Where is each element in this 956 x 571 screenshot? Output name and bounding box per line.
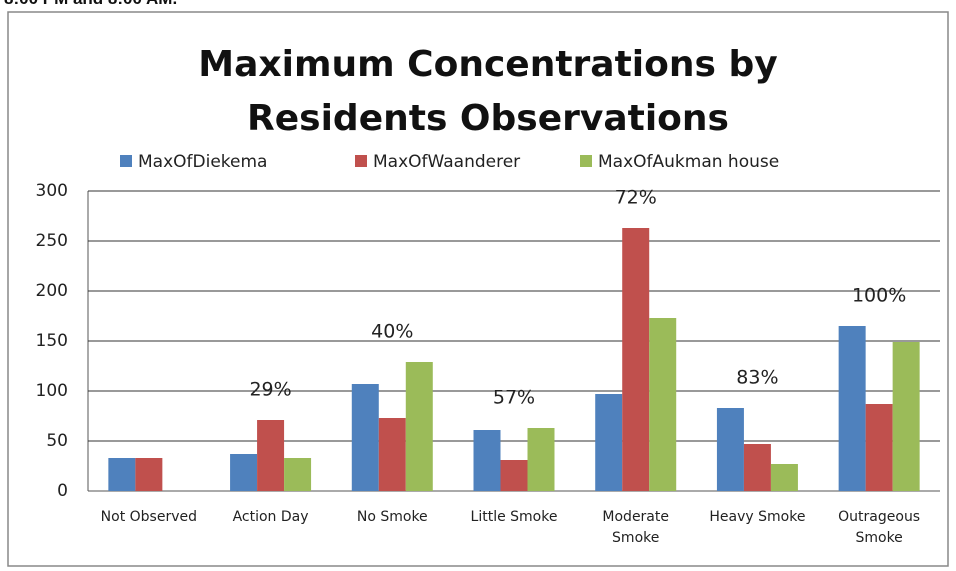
- y-tick-label: 200: [36, 281, 68, 301]
- y-tick-label: 150: [36, 331, 68, 351]
- bar: [500, 460, 528, 491]
- x-tick-label: Moderate Smoke: [602, 509, 669, 546]
- legend-swatch: [120, 155, 132, 167]
- bar: [527, 428, 555, 491]
- bar: [135, 458, 163, 491]
- bar: [257, 420, 285, 491]
- bar: [230, 454, 258, 491]
- group-label: 100%: [852, 285, 906, 307]
- legend-label: MaxOfWaanderer: [373, 152, 520, 172]
- bar: [284, 458, 312, 491]
- header-text: 8:00 PM and 8:00 AM.: [4, 0, 177, 9]
- legend-label: MaxOfAukman house: [598, 152, 779, 172]
- bar: [865, 404, 893, 491]
- bar: [649, 318, 677, 491]
- bar: [351, 384, 379, 491]
- chart-border: [7, 11, 949, 567]
- bar: [473, 430, 501, 491]
- group-label: 40%: [371, 321, 413, 343]
- x-tick-label: No Smoke: [356, 509, 428, 525]
- legend-swatch: [355, 155, 367, 167]
- bar: [595, 394, 623, 491]
- legend-label: MaxOfDiekema: [138, 152, 267, 172]
- bar: [716, 408, 744, 491]
- y-tick-label: 300: [36, 181, 68, 201]
- bar: [838, 326, 866, 491]
- x-tick-label: Heavy Smoke: [709, 509, 806, 525]
- group-label: 83%: [736, 367, 778, 389]
- bar: [892, 342, 920, 491]
- bar: [378, 418, 406, 491]
- x-tick-label: Action Day: [232, 509, 309, 525]
- x-tick-label: Little Smoke: [470, 509, 558, 525]
- group-label: 29%: [249, 379, 291, 401]
- chart-title: Maximum Concentrations by Residents Obse…: [198, 44, 778, 139]
- legend-swatch: [580, 155, 592, 167]
- bar: [405, 362, 433, 491]
- bar: [743, 444, 771, 491]
- y-tick-label: 250: [36, 231, 68, 251]
- bar: [108, 458, 136, 491]
- group-label: 57%: [493, 387, 535, 409]
- group-label: 72%: [615, 187, 657, 209]
- bar: [622, 228, 650, 491]
- bar: [770, 464, 798, 491]
- y-tick-label: 0: [57, 481, 68, 501]
- y-tick-label: 50: [46, 431, 68, 451]
- y-tick-label: 100: [36, 381, 68, 401]
- x-tick-label: Not Observed: [100, 509, 198, 525]
- x-tick-label: Outrageous Smoke: [838, 509, 921, 546]
